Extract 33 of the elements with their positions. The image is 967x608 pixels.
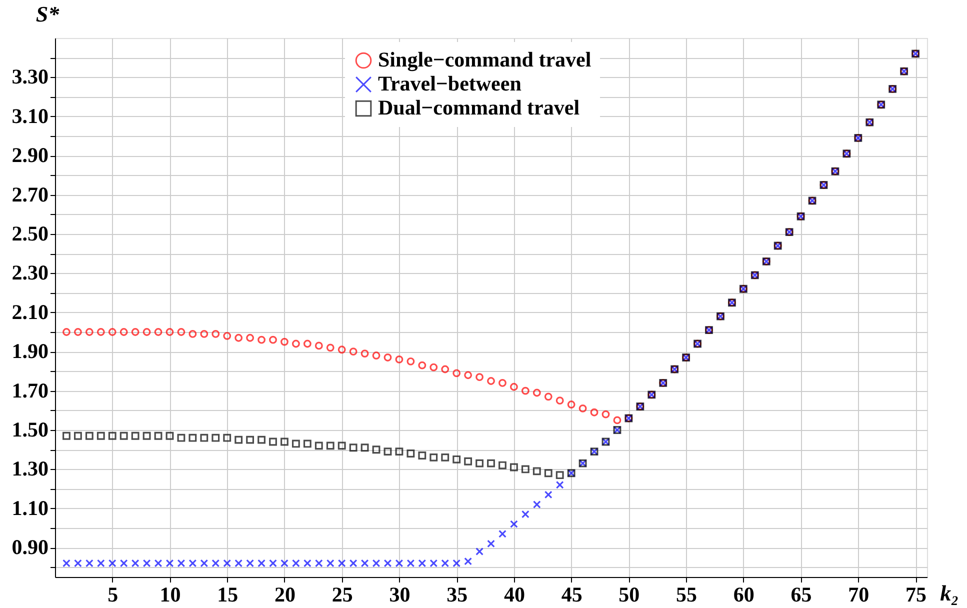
x-tick-label: 25 (332, 582, 353, 606)
y-tick-label: 3.10 (12, 104, 48, 128)
y-tick-label: 1.50 (12, 418, 48, 442)
y-axis-title: S* (36, 2, 60, 26)
x-tick-label: 40 (504, 582, 525, 606)
x-tick-label: 20 (274, 582, 296, 606)
x-tick-label: 5 (108, 582, 118, 606)
y-tick-label: 1.30 (12, 456, 48, 481)
legend-label: Dual−command travel (378, 96, 580, 120)
y-tick-label: 1.10 (12, 496, 48, 520)
legend-label: Single−command travel (378, 48, 592, 72)
y-tick-label: 3.30 (12, 64, 48, 89)
x-tick-label: 35 (446, 582, 468, 606)
x-tick-label: 55 (676, 582, 698, 606)
x-tick-label: 75 (906, 582, 927, 606)
y-tick-label: 2.50 (12, 222, 48, 246)
x-tick-label: 45 (561, 582, 582, 606)
x-tick-label: 50 (618, 582, 640, 606)
y-tick-label: 2.90 (12, 143, 48, 168)
x-tick-label: 10 (160, 582, 181, 606)
x-tick-label: 70 (848, 582, 870, 606)
x-tick-label: 60 (733, 582, 754, 606)
y-tick-label: 2.30 (12, 260, 48, 285)
x-axis-title: k₂ (940, 580, 959, 606)
y-tick-label: 2.10 (12, 300, 48, 324)
x-tick-label: 15 (217, 582, 238, 606)
y-tick-label: 0.90 (12, 535, 48, 560)
y-tick-label: 1.70 (12, 378, 48, 402)
y-tick-label: 2.70 (12, 182, 48, 206)
y-tick-label: 1.90 (12, 339, 48, 364)
legend-label: Travel−between (378, 72, 522, 96)
x-tick-label: 65 (790, 582, 812, 606)
x-tick-label: 30 (389, 582, 410, 606)
